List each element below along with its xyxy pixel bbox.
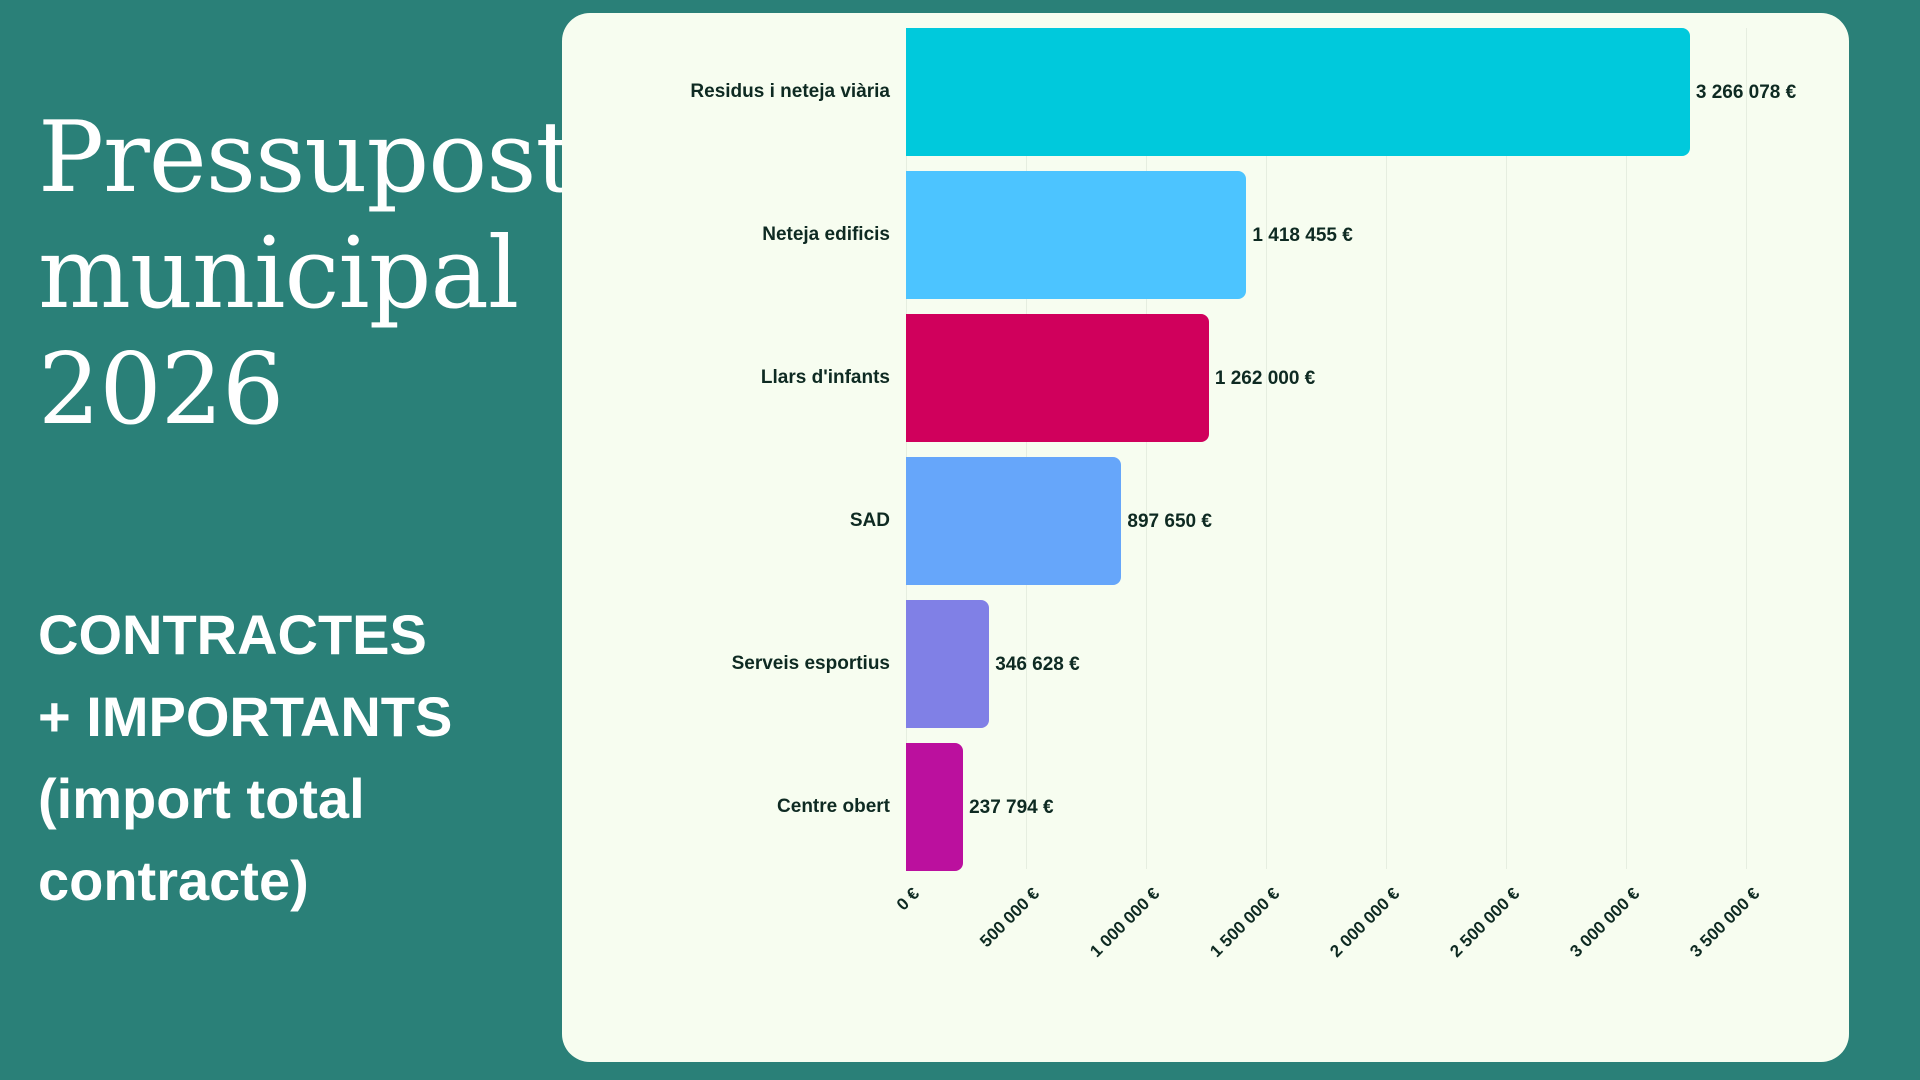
bar [906, 743, 964, 871]
title-line: Pressupost [38, 101, 575, 215]
gridline [1746, 28, 1747, 869]
value-label: 346 628 € [995, 654, 1080, 675]
category-label: Serveis esportius [731, 653, 890, 674]
title-line: municipal [38, 217, 519, 331]
bar [906, 457, 1122, 585]
gridline [1626, 28, 1627, 869]
subtitle: CONTRACTES + IMPORTANTS (import total co… [38, 594, 452, 922]
bar [906, 314, 1209, 442]
title-line: 2026 [38, 333, 284, 447]
bar [906, 171, 1247, 299]
page-title: Pressupost municipal 2026 [38, 100, 575, 448]
gridline [906, 28, 907, 869]
value-label: 237 794 € [969, 797, 1054, 818]
subtitle-line: contracte) [38, 849, 309, 912]
value-label: 1 262 000 € [1214, 368, 1316, 389]
gridline [1506, 28, 1507, 869]
subtitle-line: CONTRACTES [38, 603, 427, 666]
bar [906, 28, 1690, 156]
subtitle-line: + IMPORTANTS [38, 685, 453, 748]
value-label: 3 266 078 € [1695, 82, 1797, 103]
category-label: Neteja edificis [762, 224, 890, 245]
category-label: Centre obert [777, 796, 890, 817]
gridline [1386, 28, 1387, 869]
value-label: 897 650 € [1127, 511, 1212, 532]
subtitle-line: (import total [38, 767, 365, 830]
value-label: 1 418 455 € [1252, 225, 1353, 246]
gridline [1266, 28, 1267, 869]
category-label: SAD [849, 510, 890, 531]
gridline [1146, 28, 1147, 869]
category-label: Residus i neteja viària [690, 81, 890, 102]
category-label: Llars d'infants [760, 367, 890, 388]
gridline [1026, 28, 1027, 869]
bar [906, 600, 990, 728]
